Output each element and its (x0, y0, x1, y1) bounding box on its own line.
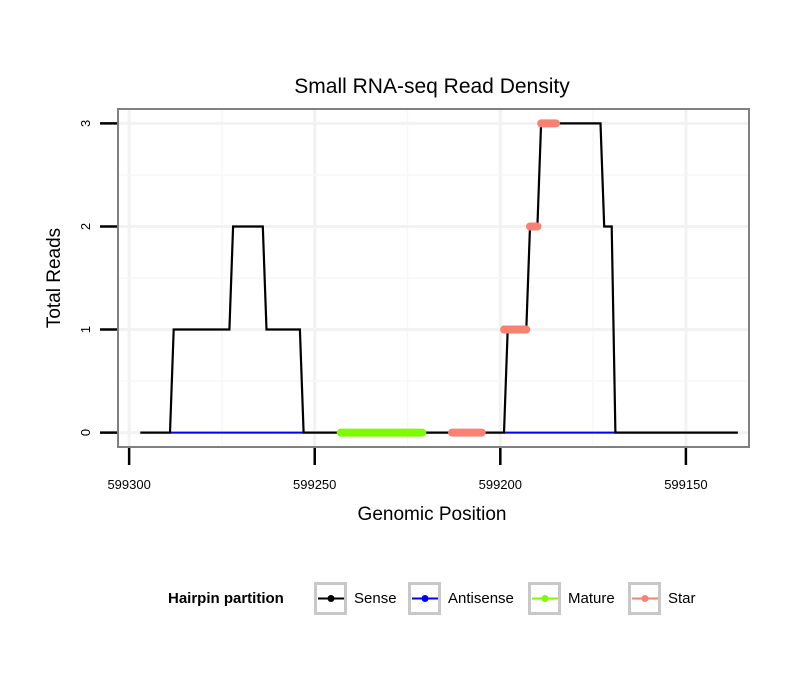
x-axis: 599300 599250 599200 599150 (107, 448, 708, 492)
legend-dot-1 (421, 595, 429, 602)
chart-title: Small RNA-seq Read Density (294, 75, 570, 98)
legend-dot-0 (327, 595, 335, 602)
x-tick-label-0: 599300 (107, 477, 150, 492)
y-axis-title: Total Reads (44, 228, 65, 328)
y-tick-label-2: 2 (78, 223, 93, 230)
plot-border (117, 108, 750, 448)
x-axis-title: Genomic Position (358, 504, 507, 525)
legend-label-2: Mature (568, 590, 615, 607)
legend-dot-2 (541, 595, 549, 602)
legend-title: Hairpin partition (168, 590, 284, 607)
legend-dot-3 (641, 595, 649, 602)
x-tick-label-1: 599250 (293, 477, 336, 492)
legend-label-1: Antisense (448, 590, 514, 607)
sense-line (140, 122, 738, 434)
legend-label-3: Star (668, 590, 696, 607)
legend: Sense Antisense Mature Star (314, 582, 696, 615)
y-tick-label-0: 0 (78, 429, 93, 436)
y-tick-label-3: 3 (78, 120, 93, 127)
x-tick-label-3: 599150 (664, 477, 707, 492)
legend-label-0: Sense (354, 590, 397, 607)
y-tick-label-1: 1 (78, 326, 93, 333)
y-axis: 0 1 2 3 (78, 120, 117, 436)
x-tick-label-2: 599200 (479, 477, 522, 492)
series-layer (140, 119, 738, 437)
